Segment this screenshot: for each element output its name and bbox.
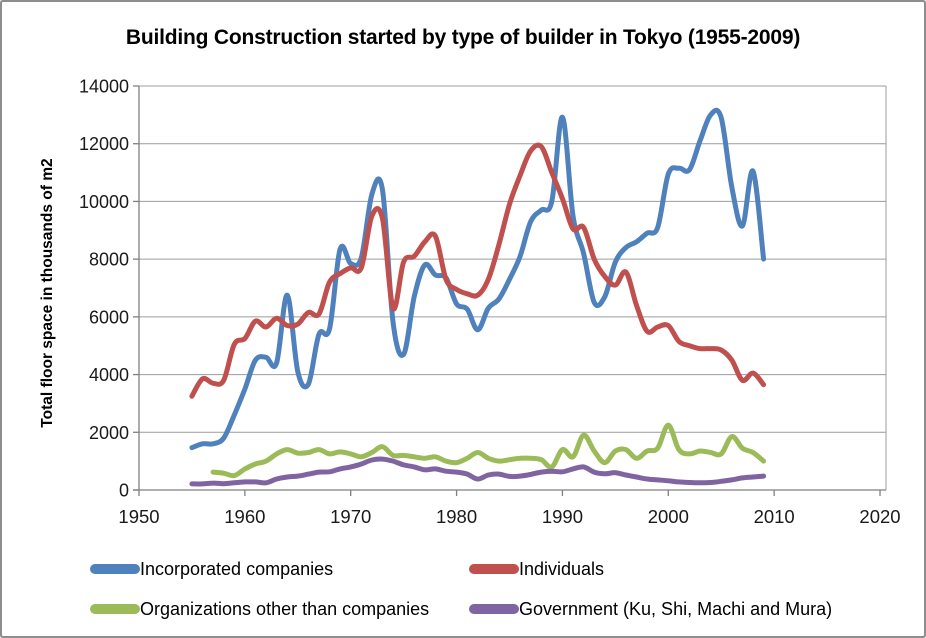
legend-label: Government (Ku, Shi, Machi and Mura) (519, 599, 833, 619)
legend-label: Incorporated companies (140, 559, 334, 579)
x-tick-label: 2000 (648, 506, 689, 527)
series-line-organizations-other-than-companies (210, 422, 767, 479)
y-tick-label: 12000 (79, 134, 129, 154)
legend-swatch-government (469, 604, 519, 614)
y-tick-label: 14000 (79, 77, 129, 97)
y-tick-label: 10000 (79, 192, 129, 212)
legend-swatch-individuals (469, 564, 519, 574)
y-tick-label: 4000 (89, 365, 129, 385)
y-tick-label: 2000 (89, 423, 129, 443)
legend-swatch-incorporated-companies (90, 564, 140, 574)
x-tick-label: 2020 (859, 506, 900, 527)
y-tick-label: 0 (119, 481, 129, 501)
x-tick-label: 1950 (118, 506, 159, 527)
chart-title: Building Construction started by type of… (125, 26, 801, 49)
x-tick-label: 1970 (330, 506, 371, 527)
legend-label: Individuals (519, 559, 605, 579)
legend-item-individuals: Individuals (469, 558, 604, 580)
x-tick-label: 1990 (542, 506, 583, 527)
x-tick-label: 1960 (224, 506, 265, 527)
series-line-individuals (189, 142, 767, 399)
x-tick-label: 2010 (754, 506, 795, 527)
series-line-government-ku-shi-machi-and-mura (189, 456, 767, 487)
x-tick-label: 1980 (436, 506, 477, 527)
legend-swatch-organizations-other-than-companies (90, 604, 140, 614)
series-line-incorporated-companies (189, 107, 767, 451)
y-tick-label: 8000 (89, 250, 129, 270)
y-tick-label: 6000 (89, 307, 129, 327)
legend-item-incorporated-companies: Incorporated companies (90, 558, 333, 580)
legend-item-organizations-other-than-companies: Organizations other than companies (90, 598, 429, 620)
legend-label: Organizations other than companies (140, 599, 430, 619)
legend-item-government: Government (Ku, Shi, Machi and Mura) (469, 598, 832, 620)
